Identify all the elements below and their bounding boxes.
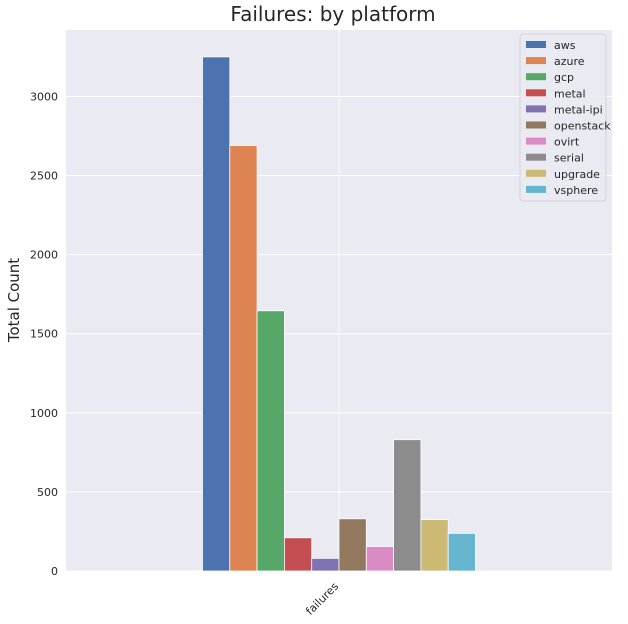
bar-ovirt [365,546,394,572]
legend-label-gcp: gcp [554,71,574,84]
bar-upgrade [420,519,449,572]
legend-label-metal-ipi: metal-ipi [554,103,603,116]
bar-aws [202,56,231,572]
legend-swatch-ovirt [526,137,546,145]
legend-label-aws: aws [554,39,576,52]
legend-swatch-vsphere [526,185,546,193]
bars [202,56,476,572]
legend-swatch-metal-ipi [526,105,546,113]
y-tick-label: 3000 [30,90,58,103]
y-tick-label: 0 [51,565,58,578]
y-tick-label: 1000 [30,407,58,420]
legend-swatch-upgrade [526,169,546,177]
x-tick-label: failures [303,580,341,618]
legend-label-openstack: openstack [554,120,611,133]
bar-serial [393,439,422,572]
bar-metal-ipi [311,557,340,572]
legend-label-vsphere: vsphere [554,184,598,197]
y-tick-label: 2500 [30,170,58,183]
legend-swatch-azure [526,57,546,65]
legend-label-ovirt: ovirt [554,136,580,149]
legend-label-upgrade: upgrade [554,168,600,181]
legend-swatch-gcp [526,73,546,81]
y-tick-label: 500 [37,486,58,499]
legend: aws azure gcp metal metal-ipi openstack ovirt s… [519,33,611,202]
bar-azure [229,145,258,572]
legend-label-metal: metal [554,87,586,100]
legend-swatch-serial [526,153,546,161]
bar-metal [283,537,313,572]
y-tick-label: 2000 [30,249,58,262]
y-tick-labels: 0 500 1000 1500 2000 2500 3000 [30,90,58,578]
chart-title: Failures: by platform [230,2,435,26]
bar-vsphere [447,532,476,572]
y-tick-label: 1500 [30,328,58,341]
legend-swatch-aws [526,41,546,48]
legend-swatch-metal [526,89,546,97]
legend-swatch-openstack [526,121,546,129]
y-axis-label: Total Count [5,258,23,343]
x-tick-labels: failures [303,580,341,618]
legend-label-azure: azure [554,55,585,68]
legend-label-serial: serial [554,152,584,165]
bar-openstack [338,518,367,572]
bar-gcp [256,310,285,572]
